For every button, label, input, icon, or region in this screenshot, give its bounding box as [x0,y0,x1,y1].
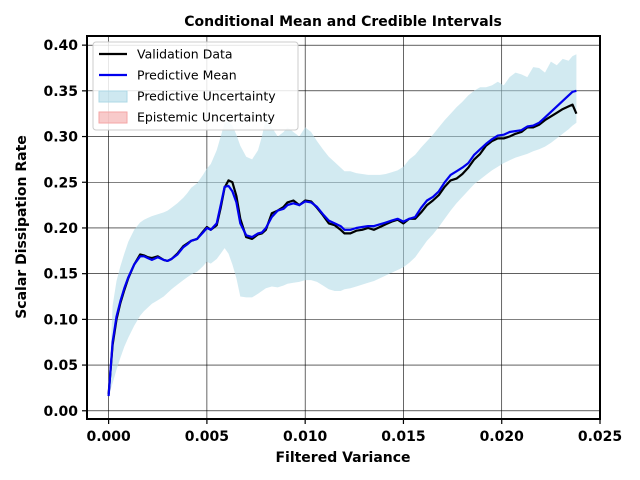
legend-label: Epistemic Uncertainty [137,110,276,125]
y-axis-label: Scalar Dissipation Rate [14,135,30,319]
legend-patch-swatch [98,90,128,103]
uncertainty-bands [108,54,577,397]
series-lines [107,89,578,397]
y-tick-label: 0.15 [43,267,78,283]
predictive-uncertainty-band [108,54,577,397]
legend-box [92,41,299,131]
legend-label: Predictive Uncertainty [137,89,276,104]
x-tick-label: 0.000 [86,429,131,445]
chart-title: Conditional Mean and Credible Intervals [184,14,502,30]
y-tick-label: 0.35 [43,84,78,100]
legend-patch-swatch [98,111,128,124]
x-axis-label: Filtered Variance [275,450,410,466]
y-tick-label: 0.00 [43,404,78,420]
legend: Validation Data Predictive Mean Predictive… [92,41,299,131]
x-tick-label: 0.025 [578,429,622,445]
y-tick-label: 0.20 [43,221,78,237]
y-tick-label: 0.40 [43,38,78,54]
y-tick-label: 0.30 [43,130,78,146]
x-tick-label: 0.020 [480,429,525,445]
predictive-mean-line [107,89,577,397]
x-tick-label: 0.005 [185,429,229,445]
x-tick-label: 0.010 [283,429,328,445]
y-tick-label: 0.05 [43,358,78,374]
legend-label: Predictive Mean [137,68,237,83]
y-tick-label: 0.25 [43,175,78,191]
x-tick-label: 0.015 [381,429,425,445]
y-tick-label: 0.10 [43,312,78,328]
axis-ticks: 0.000 0.005 0.010 0.015 0.020 0.025 0.00 0.05 0.… [43,38,622,445]
legend-label: Validation Data [137,47,233,62]
